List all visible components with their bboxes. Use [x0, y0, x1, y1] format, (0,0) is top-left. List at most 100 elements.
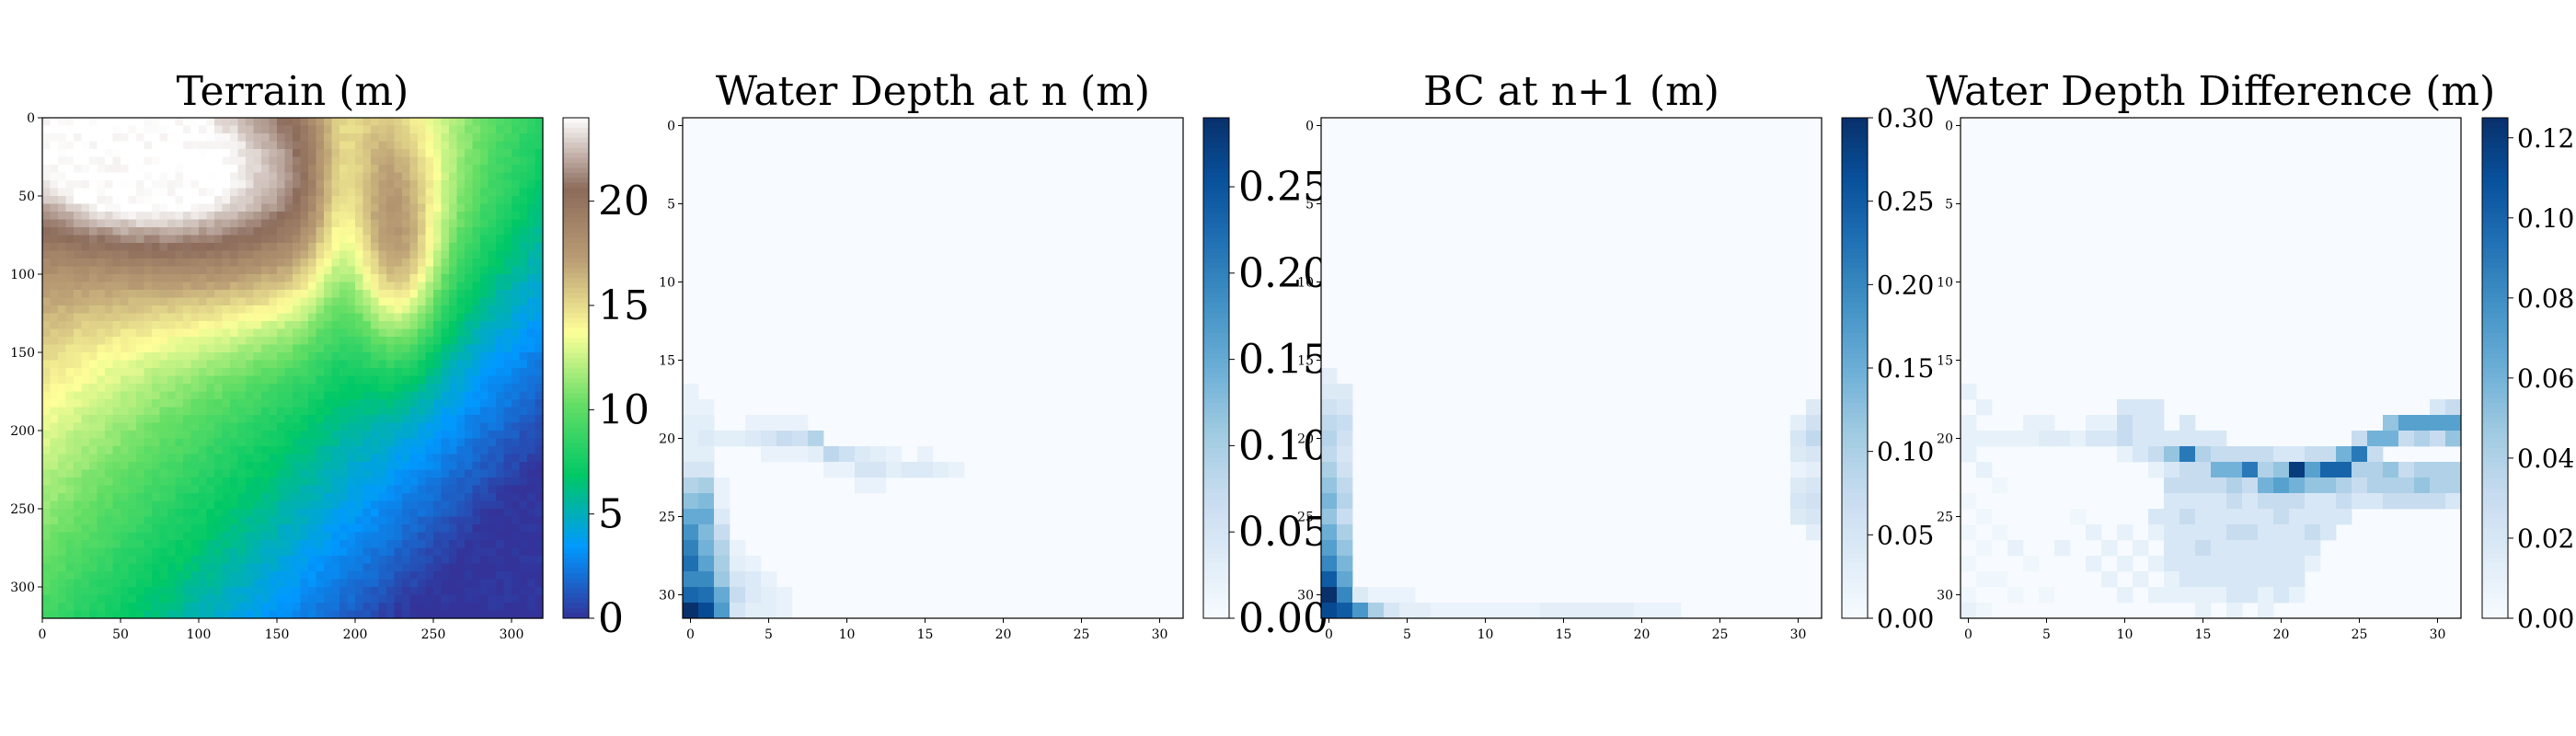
colorbar-segment [563, 272, 589, 279]
colorbar-segment [1842, 122, 1868, 129]
heatmap-cell [433, 399, 443, 408]
heatmap-cell [253, 399, 262, 408]
heatmap-cell [97, 290, 106, 299]
heatmap-cell [433, 337, 443, 346]
heatmap-cell [496, 227, 505, 236]
heatmap-cell [167, 509, 177, 518]
heatmap-cell [480, 587, 489, 596]
heatmap-cell [246, 399, 255, 408]
heatmap-cell [269, 368, 278, 377]
heatmap-cell [89, 375, 98, 385]
heatmap-cell [394, 266, 403, 275]
heatmap-cell [284, 462, 293, 471]
heatmap-cell [159, 509, 168, 518]
heatmap-cell [418, 328, 427, 338]
heatmap-cell [512, 125, 521, 134]
heatmap-cell [371, 547, 380, 557]
heatmap-cell [237, 250, 247, 259]
heatmap-cell [512, 399, 521, 408]
heatmap-cell [222, 438, 231, 447]
heatmap-cell [316, 407, 325, 416]
heatmap-cell [409, 259, 419, 268]
heatmap-cell [449, 516, 458, 525]
heatmap-cell [128, 407, 137, 416]
heatmap-cell [503, 375, 512, 385]
heatmap-cell [2289, 556, 2306, 572]
heatmap-cell [253, 563, 262, 572]
heatmap-cell [308, 563, 317, 572]
heatmap-cell [190, 125, 200, 134]
heatmap-cell [136, 532, 145, 541]
heatmap-cell [449, 438, 458, 447]
heatmap-cell [776, 431, 793, 447]
heatmap-cell [89, 469, 98, 478]
heatmap-cell [144, 454, 153, 463]
heatmap-cell [527, 391, 536, 400]
heatmap-cell [144, 188, 153, 197]
heatmap-cell [89, 212, 98, 221]
heatmap-cell [105, 337, 114, 346]
heatmap-cell [418, 610, 427, 619]
heatmap-cell [190, 321, 200, 330]
heatmap-cell [394, 196, 403, 205]
colorbar-segment [2482, 188, 2508, 194]
heatmap-cell [261, 360, 270, 369]
heatmap-cell [472, 165, 481, 174]
heatmap-cell [339, 532, 349, 541]
heatmap-cell [425, 172, 434, 181]
heatmap-cell [418, 556, 427, 565]
heatmap-cell [425, 603, 434, 612]
heatmap-cell [2242, 556, 2259, 572]
heatmap-cell [465, 556, 474, 565]
heatmap-cell [253, 493, 262, 502]
heatmap-cell [97, 368, 106, 377]
heatmap-cell [308, 203, 317, 213]
heatmap-cell [190, 282, 200, 291]
colorbar-segment [1842, 588, 1868, 594]
heatmap-cell [136, 431, 145, 440]
y-tick-label: 30 [1937, 589, 1953, 604]
heatmap-cell [519, 375, 528, 385]
heatmap-cell [58, 431, 67, 440]
heatmap-cell [394, 305, 403, 315]
heatmap-cell [308, 313, 317, 322]
heatmap-cell [81, 610, 90, 619]
heatmap-cell [488, 509, 497, 518]
heatmap-cell [74, 516, 83, 525]
heatmap-cell [394, 547, 403, 557]
heatmap-cell [121, 149, 130, 158]
heatmap-cell [355, 266, 364, 275]
heatmap-cell [277, 375, 286, 385]
heatmap-cell [1368, 603, 1385, 619]
heatmap-cell [362, 579, 372, 588]
heatmap-cell [121, 462, 130, 471]
heatmap-cell [97, 587, 106, 596]
heatmap-cell [89, 297, 98, 306]
heatmap-cell [362, 172, 372, 181]
heatmap-cell [277, 305, 286, 315]
heatmap-cell [378, 571, 387, 581]
heatmap-cell [230, 407, 239, 416]
heatmap-cell [480, 180, 489, 190]
heatmap-cell [253, 243, 262, 252]
heatmap-cell [480, 266, 489, 275]
heatmap-cell [496, 516, 505, 525]
heatmap-cell [503, 547, 512, 557]
heatmap-cell [105, 250, 114, 259]
heatmap-cell [206, 243, 215, 252]
heatmap-cell [386, 415, 396, 424]
heatmap-cell [527, 337, 536, 346]
heatmap-cell [456, 563, 466, 572]
heatmap-cell [1540, 603, 1557, 619]
heatmap-cell [159, 266, 168, 275]
heatmap-cell [371, 188, 380, 197]
heatmap-cell [246, 446, 255, 455]
heatmap-cell [50, 313, 59, 322]
heatmap-cell [300, 344, 309, 353]
heatmap-cell [128, 188, 137, 197]
colorbar-segment [563, 483, 589, 489]
heatmap-cell [449, 454, 458, 463]
heatmap-cell [535, 610, 544, 619]
heatmap-cell [167, 540, 177, 549]
heatmap-cell [136, 305, 145, 315]
